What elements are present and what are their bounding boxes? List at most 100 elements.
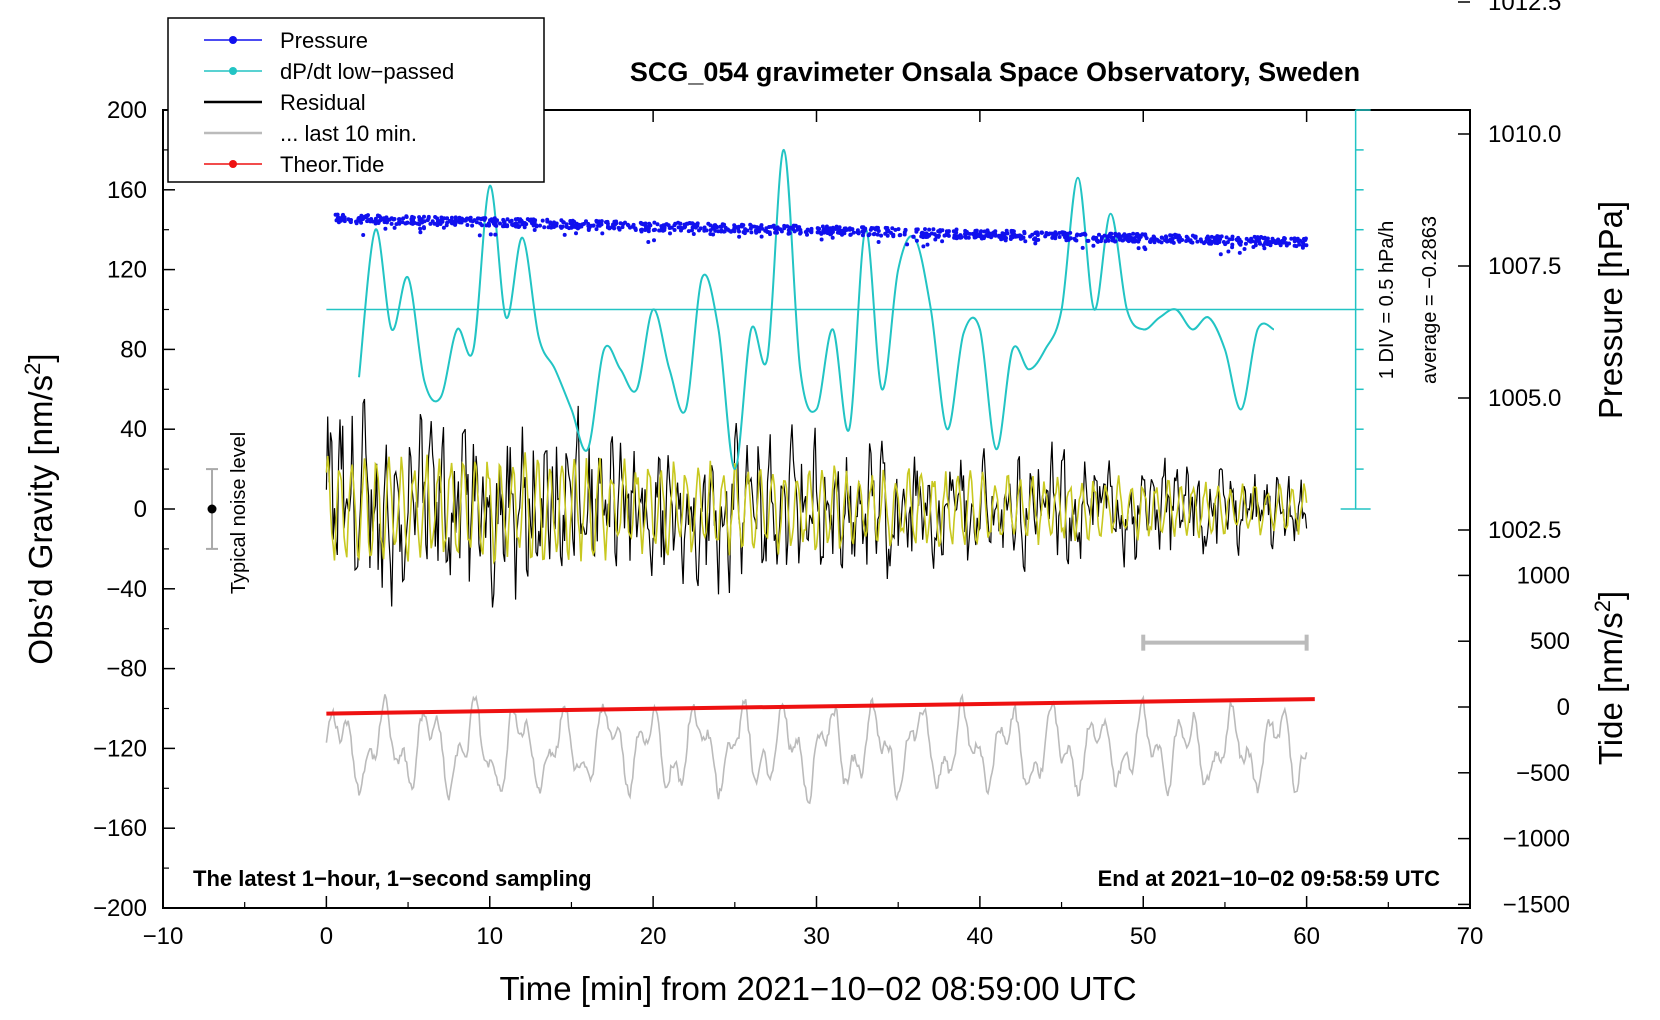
pressure-point — [1082, 231, 1087, 236]
pressure-point — [1230, 234, 1235, 239]
pressure-point — [498, 221, 502, 226]
pressure-point — [520, 219, 524, 224]
pressure-point — [1142, 245, 1147, 250]
pressure-point — [686, 229, 691, 234]
pressure-point — [655, 222, 660, 227]
pressure-point — [1238, 240, 1243, 244]
pressure-point — [993, 229, 998, 234]
pressure-point — [970, 231, 975, 236]
pressure-point — [570, 220, 575, 225]
pressure-point — [449, 215, 454, 220]
y-label-tide-close: ] — [1592, 591, 1629, 600]
y-tick-label: 40 — [120, 416, 147, 443]
pressure-point — [439, 219, 444, 224]
pressure-point — [1113, 239, 1118, 244]
pressure-point — [925, 242, 930, 247]
pressure-point — [341, 215, 346, 220]
pressure-point — [837, 231, 842, 235]
x-tick-label: 30 — [803, 923, 830, 950]
x-tick-label: 70 — [1457, 923, 1484, 950]
y-axis-label-gravity: Obs’d Gravity [nm/s2] — [20, 353, 59, 664]
pressure-point — [468, 215, 473, 220]
tide-tick-label: 1000 — [1517, 562, 1570, 589]
pressure-point — [1278, 243, 1283, 248]
pressure-point — [645, 227, 650, 232]
pressure-point — [548, 221, 553, 226]
pressure-point — [933, 237, 938, 242]
pressure-point — [410, 214, 415, 219]
pressure-point — [529, 220, 534, 225]
pressure-point — [919, 234, 924, 239]
pressure-point — [685, 221, 690, 226]
pressure-point — [445, 220, 450, 225]
pressure-point — [833, 227, 838, 231]
pressure-point — [824, 226, 829, 231]
pressure-point — [719, 229, 724, 234]
filtered-residual-line — [325, 452, 1308, 565]
pressure-point — [847, 227, 852, 232]
pressure-point — [478, 221, 483, 226]
pressure-point — [1279, 239, 1284, 244]
pressure-point — [1097, 232, 1101, 237]
pressure-point — [1193, 234, 1198, 239]
pressure-point — [483, 216, 488, 221]
pressure-point — [509, 218, 514, 223]
pressure-point — [394, 222, 399, 227]
noise-level-label: Typical noise level — [228, 432, 250, 594]
pressure-point — [879, 233, 884, 238]
pressure-point — [657, 228, 662, 233]
pressure-point — [422, 214, 426, 219]
dpdt-axis — [326, 109, 1371, 510]
pressure-point — [1292, 243, 1297, 248]
pressure-point — [599, 219, 604, 224]
pressure-tick-label: 1007.5 — [1488, 253, 1561, 280]
pressure-point — [869, 226, 874, 230]
pressure-point — [470, 223, 475, 228]
pressure-point — [1135, 232, 1140, 236]
pressure-point — [1051, 232, 1056, 237]
pressure-point — [457, 218, 462, 223]
pressure-point — [392, 225, 397, 230]
pressure-point — [759, 234, 764, 239]
pressure-point — [584, 219, 588, 224]
pressure-point — [795, 227, 800, 232]
pressure-point — [697, 228, 701, 233]
pressure-point — [690, 228, 694, 233]
pressure-point — [911, 234, 916, 239]
legend-label: Residual — [280, 90, 366, 115]
pressure-point — [886, 229, 891, 234]
tide-tick-label: −1000 — [1503, 826, 1570, 853]
pressure-point — [442, 216, 447, 221]
pressure-point — [430, 219, 435, 224]
pressure-point — [739, 224, 744, 229]
pressure-point — [559, 225, 564, 230]
pressure-point — [1218, 252, 1223, 257]
pressure-point — [542, 225, 547, 230]
pressure-point — [1131, 231, 1136, 236]
y-tick-label: 160 — [107, 177, 147, 204]
pressure-point — [861, 229, 866, 234]
pressure-point — [580, 222, 585, 227]
pressure-point — [435, 219, 440, 224]
pressure-point — [594, 227, 599, 232]
y-label-gravity-close: ] — [22, 353, 59, 362]
tide-tick-label: −1500 — [1503, 891, 1570, 918]
pressure-point — [493, 232, 498, 237]
y-label-tide-text: Tide [nm/s — [1592, 612, 1629, 765]
x-tick-label: 50 — [1130, 923, 1157, 950]
pressure-point — [779, 229, 784, 234]
pressure-point — [1243, 241, 1248, 246]
pressure-point — [791, 223, 796, 228]
pressure-point — [786, 231, 791, 236]
pressure-point — [412, 221, 417, 225]
pressure-point — [803, 230, 808, 234]
pressure-point — [361, 233, 366, 237]
pressure-point — [552, 225, 556, 229]
pressure-point — [359, 220, 364, 225]
pressure-point — [1028, 234, 1033, 239]
pressure-point — [453, 220, 458, 225]
pressure-point — [702, 225, 707, 230]
pressure-point — [490, 218, 495, 222]
legend-swatch-marker — [229, 67, 237, 75]
chart-title: SCG_054 gravimeter Onsala Space Observat… — [630, 57, 1360, 87]
